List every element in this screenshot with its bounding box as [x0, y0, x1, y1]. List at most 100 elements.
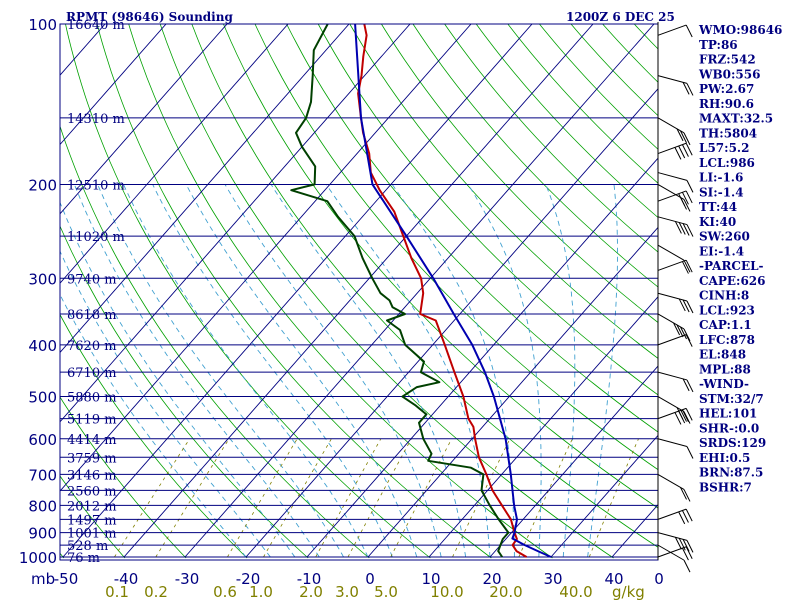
pressure-unit-label: mb: [31, 570, 55, 588]
wind-barb: [657, 142, 693, 160]
moist-adiabat: [185, 184, 418, 558]
wind-barbs: [657, 24, 694, 573]
moist-adiabat: [60, 201, 296, 558]
mixing-ratio-tick-label: 5.0: [374, 583, 398, 600]
dry-adiabat: [412, 24, 658, 288]
wind-barb: [657, 334, 693, 347]
pressure-tick-label: 100: [28, 16, 57, 34]
index-line: TT:44: [699, 200, 737, 214]
mixing-ratio-tick-label: 10.0: [430, 583, 463, 600]
isotherm: [60, 24, 289, 284]
mixing-ratio-axis: 0.1 0.2 0.6 1.0 2.0 3.0 5.0 10.0 20.0 40.0 g/kg: [105, 583, 645, 600]
index-line: MPL:88: [699, 362, 751, 376]
pressure-tick-label: 400: [28, 337, 57, 355]
temperature-tick-label: 40: [604, 570, 623, 588]
mixing-ratio-unit: g/kg: [612, 583, 645, 600]
index-line: EI:-1.4: [699, 244, 744, 258]
pressure-axis: 100 200 300 400 500 600 700 800 900 1000 mb: [19, 16, 57, 588]
index-line: KI:40: [699, 215, 736, 229]
index-line: -WIND-: [699, 377, 749, 391]
parcel-line: [354, 24, 552, 558]
pressure-tick-label: 900: [28, 525, 57, 543]
wind-barb: [657, 244, 691, 273]
index-line: FRZ:542: [699, 53, 756, 67]
index-line: BSHR:7: [699, 480, 752, 494]
isotherm: [60, 24, 167, 146]
wind-barb: [657, 546, 693, 561]
dry-adiabat: [60, 225, 309, 559]
height-label: 7620 m: [67, 339, 117, 354]
isotherm: [367, 226, 658, 558]
stability-indices: WMO:98646TP:86FRZ:542WB0:556PW:2.67RH:90…: [698, 23, 782, 494]
pressure-tick-label: 800: [28, 497, 57, 515]
height-label: 16640 m: [67, 18, 125, 33]
dry-adiabat: [254, 24, 658, 471]
dewpoint-line: [290, 24, 510, 558]
dry-adiabat: [507, 24, 658, 184]
height-label: 3759 m: [67, 451, 117, 466]
wind-barb: [657, 259, 693, 274]
dry-adiabat: [317, 24, 658, 396]
index-line: TP:86: [699, 38, 738, 52]
index-line: SHR-:0.0: [699, 421, 759, 435]
moist-adiabat: [270, 184, 467, 558]
dry-adiabat: [65, 24, 431, 559]
isotherm: [123, 24, 594, 558]
mixing-ratio-tick-label: 0.2: [144, 583, 168, 600]
isotherm: [428, 296, 658, 558]
wind-barb: [657, 371, 694, 393]
index-line: LFC:878: [699, 333, 755, 347]
dry-adiabat: [128, 24, 553, 559]
dry-adiabat: [570, 24, 658, 117]
dry-adiabat: [60, 396, 187, 559]
wind-barb: [657, 407, 693, 425]
index-line: WMO:98646: [698, 23, 782, 37]
height-label: 12510 m: [67, 178, 125, 193]
index-line: STM:32/7: [699, 392, 764, 406]
index-line: -PARCEL-: [699, 259, 764, 273]
height-label: 1001 m: [67, 527, 117, 542]
temperature-tick-label: -50: [54, 570, 79, 588]
index-line: EL:848: [699, 348, 746, 362]
pressure-tick-label: 300: [28, 270, 57, 288]
pressure-tick-label: 200: [28, 176, 57, 194]
mixing-ratio-tick-label: 1.0: [249, 583, 273, 600]
pressure-tick-label: 700: [28, 466, 57, 484]
index-line: WB0:556: [698, 67, 760, 81]
index-line: CAP:1.1: [699, 318, 752, 332]
temperature-tick-label: -10: [297, 570, 322, 588]
height-label: 9740 m: [67, 272, 117, 287]
index-line: SI:-1.4: [699, 185, 744, 199]
height-label: 5119 m: [67, 413, 117, 428]
mixing-ratio-tick-label: 0.1: [105, 583, 129, 600]
index-line: SW:260: [699, 230, 750, 244]
index-line: LCL:923: [699, 303, 755, 317]
index-line: LI:-1.6: [699, 171, 743, 185]
dry-adiabat: [60, 313, 248, 559]
temperature-tick-label: 0: [654, 570, 664, 588]
time-title: 1200Z 6 DEC 25: [566, 10, 675, 24]
height-label: 2560 m: [67, 484, 117, 499]
isotherm: [60, 24, 472, 492]
mixing-ratio-tick-label: 3.0: [335, 583, 359, 600]
height-label: 11020 m: [67, 230, 125, 245]
mixing-ratio-tick-label: 20.0: [489, 583, 522, 600]
height-label: 528 m: [67, 539, 108, 554]
index-line: PW:2.67: [699, 82, 754, 96]
isotherm: [60, 24, 350, 354]
dry-adiabat: [223, 24, 658, 509]
dry-adiabat: [159, 24, 614, 559]
sounding-profiles: [290, 24, 552, 558]
index-line: RH:90.6: [699, 97, 754, 111]
wind-barb: [657, 508, 693, 525]
moist-adiabat: [123, 184, 369, 558]
wind-barb: [657, 24, 693, 38]
wind-barb: [657, 75, 694, 96]
temperature-tick-label: 20: [482, 570, 501, 588]
isotherm: [550, 434, 658, 558]
dry-adiabat: [381, 24, 658, 324]
wind-barb: [657, 438, 694, 459]
isotherm: [62, 24, 533, 558]
height-label: 14310 m: [67, 112, 125, 127]
